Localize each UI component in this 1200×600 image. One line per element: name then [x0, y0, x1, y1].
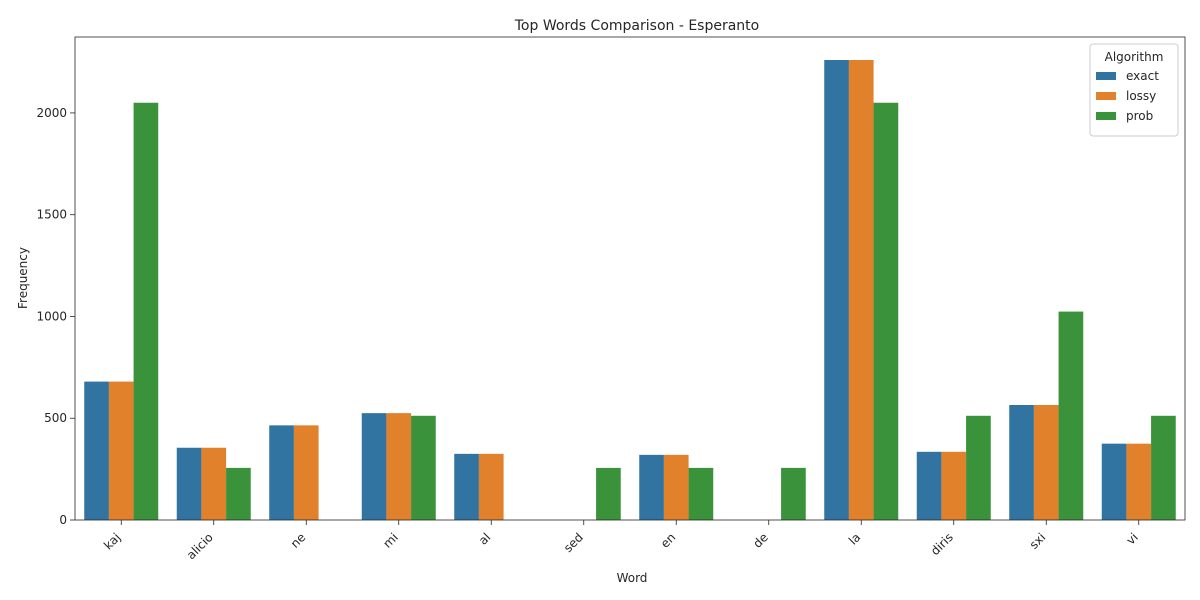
bar-lossy-la	[848, 60, 874, 520]
legend-label-prob: prob	[1126, 109, 1153, 123]
bar-lossy-mi	[386, 413, 412, 520]
y-axis-ticks: 0 500 1000 1500 2000	[36, 106, 75, 527]
y-tick-label: 0	[59, 513, 67, 527]
bar-prob-diris	[966, 415, 991, 520]
bar-exact-alicio	[176, 447, 202, 520]
bar-exact-diris	[916, 451, 942, 520]
bar-lossy-al	[478, 453, 504, 520]
bar-exact-ne	[269, 425, 294, 520]
bar-lossy-ne	[293, 425, 319, 520]
legend: Algorithm exact lossy prob	[1089, 43, 1179, 137]
bar-exact-al	[454, 453, 479, 520]
bar-exact-kaj	[84, 381, 109, 520]
y-tick-label: 1000	[36, 309, 67, 323]
bar-prob-vi	[1151, 415, 1176, 520]
bar-lossy-diris	[941, 451, 967, 520]
bar-exact-en	[639, 454, 664, 520]
bar-exact-sxi	[1009, 405, 1034, 520]
plot-frame	[74, 36, 1186, 521]
y-tick-label: 1500	[36, 208, 67, 222]
bar-prob-en	[688, 467, 714, 520]
chart-title: Top Words Comparison - Esperanto	[514, 18, 759, 34]
bar-prob-alicio	[226, 467, 251, 520]
bar-lossy-alicio	[201, 447, 227, 520]
bar-lossy-sxi	[1033, 405, 1059, 520]
bar-lossy-en	[663, 454, 689, 520]
bar-prob-sxi	[1058, 311, 1084, 520]
legend-swatch-exact	[1096, 72, 1116, 80]
x-axis-label: Word	[617, 571, 648, 585]
bar-prob-la	[873, 102, 899, 521]
legend-items: exact lossy prob	[1096, 69, 1159, 123]
legend-swatch-prob	[1096, 112, 1116, 120]
bar-prob-sed	[596, 467, 621, 520]
bar-prob-kaj	[133, 102, 159, 521]
y-tick-label: 500	[44, 411, 67, 425]
bars-group	[84, 60, 1176, 521]
bar-lossy-kaj	[108, 381, 134, 520]
y-tick-label: 2000	[36, 106, 67, 120]
legend-label-exact: exact	[1126, 69, 1159, 83]
bar-exact-la	[824, 60, 849, 520]
legend-label-lossy: lossy	[1126, 89, 1156, 103]
bar-prob-mi	[411, 415, 436, 520]
bar-lossy-vi	[1126, 443, 1152, 520]
legend-title: Algorithm	[1105, 50, 1164, 64]
bar-prob-de	[781, 467, 806, 520]
bar-exact-mi	[361, 413, 387, 520]
legend-swatch-lossy	[1096, 92, 1116, 100]
bar-exact-vi	[1101, 443, 1127, 520]
y-axis-label: Frequency	[16, 247, 30, 309]
